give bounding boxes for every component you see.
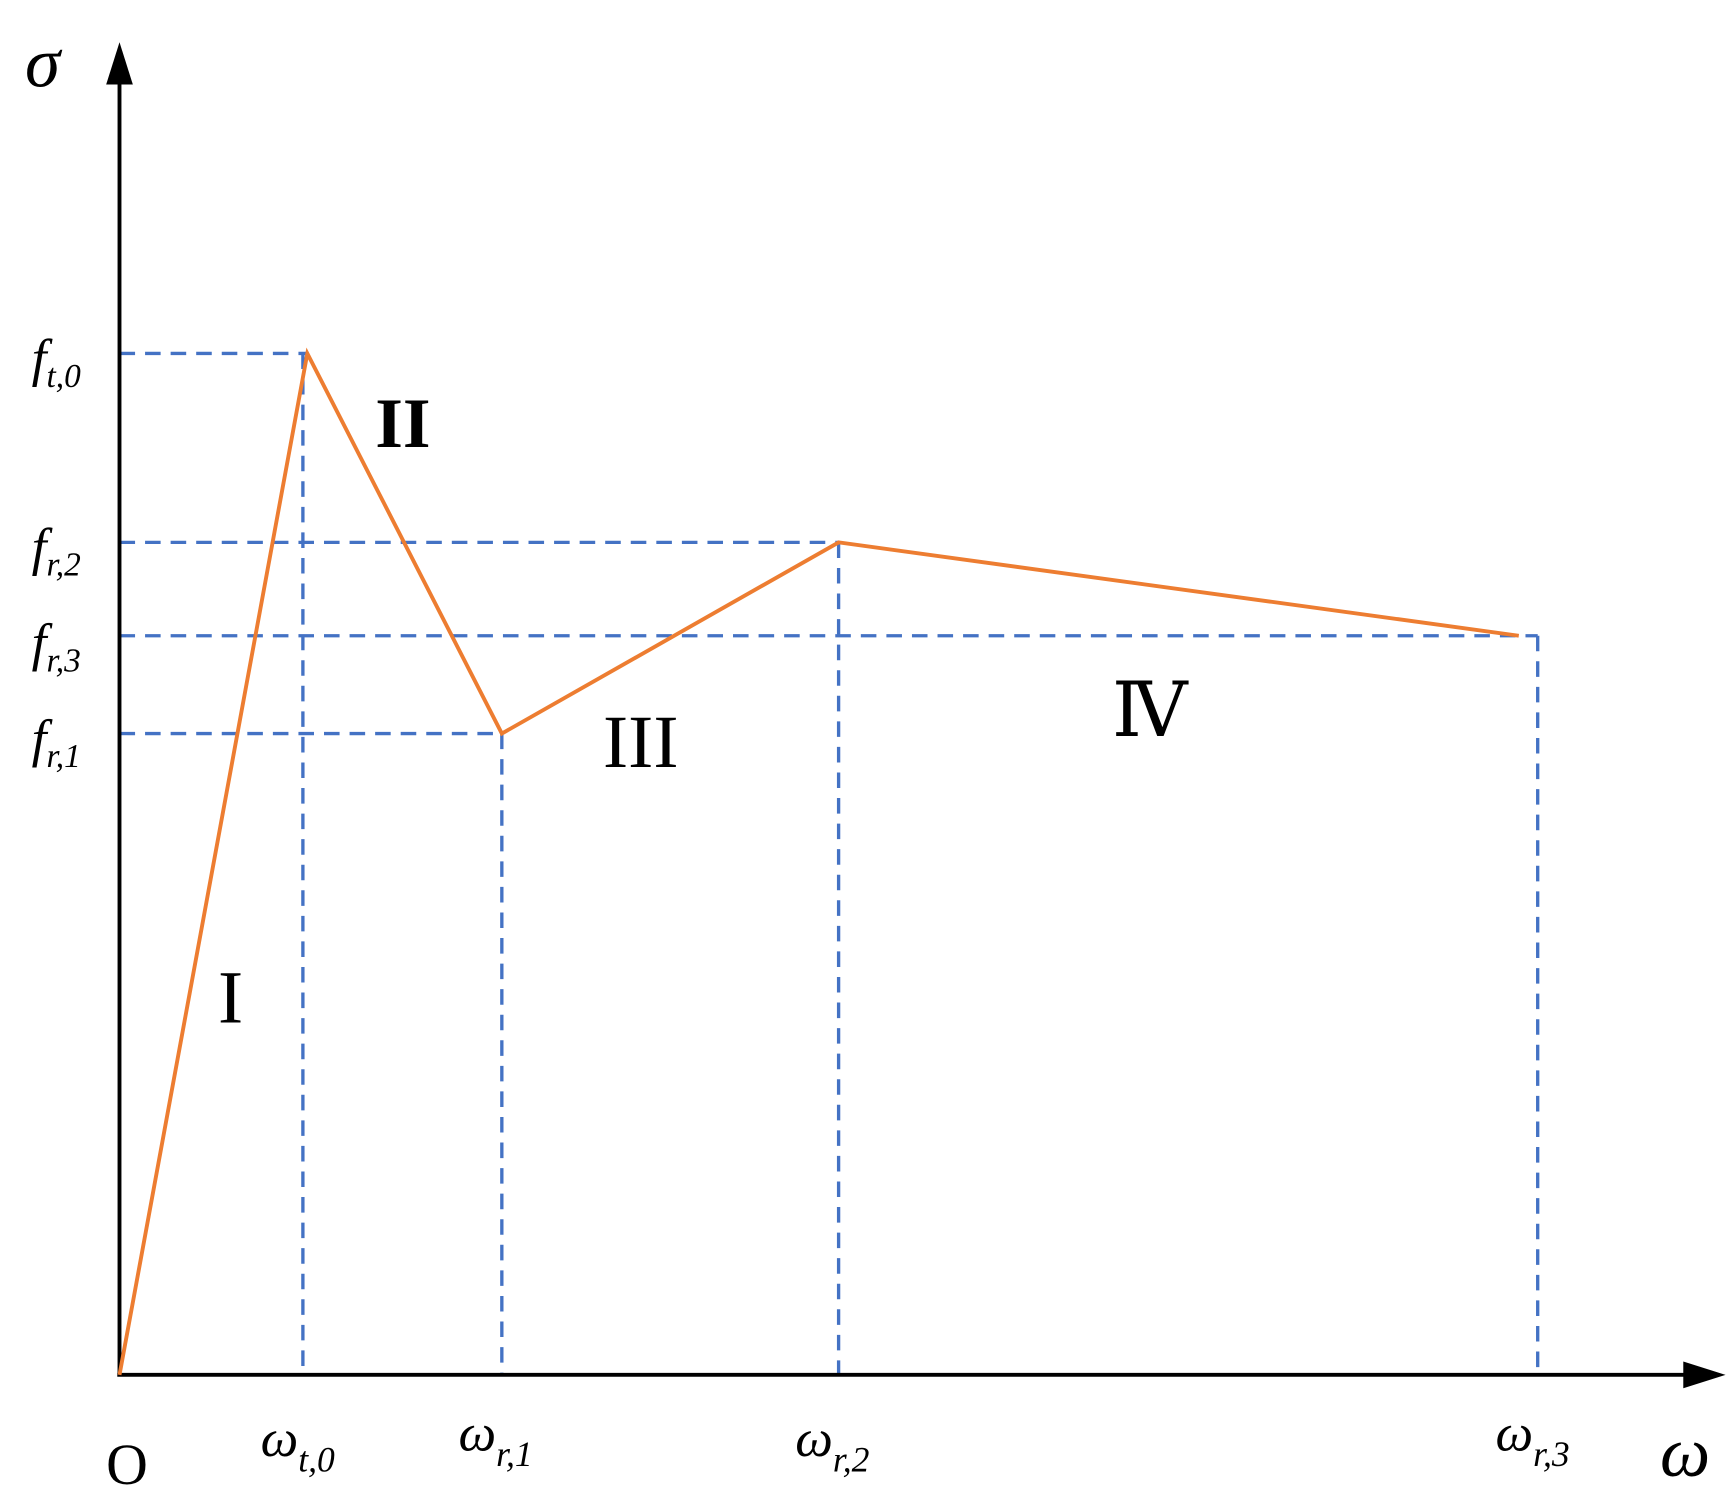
x-tick-label: ωr,3 — [1495, 1402, 1569, 1474]
x-axis-label: ω — [1660, 1414, 1710, 1492]
tick-base: ω — [1495, 1402, 1533, 1462]
tick-sub: r,2 — [833, 1440, 870, 1480]
x-tick-label: ωr,2 — [795, 1408, 869, 1480]
x-tick-label: ωr,1 — [458, 1402, 532, 1474]
y-tick-label: fr,1 — [32, 708, 81, 775]
x-tick-label: ωt,0 — [261, 1408, 335, 1480]
region-label: II — [375, 385, 430, 463]
tick-base: ω — [261, 1408, 299, 1468]
y-tick-label: ft,0 — [32, 328, 81, 395]
tick-sub: t,0 — [47, 358, 82, 395]
y-axis-label: σ — [25, 25, 63, 103]
tick-sub: t,0 — [298, 1440, 335, 1480]
tick-sub: r,1 — [47, 738, 81, 775]
guide-lines — [119, 351, 1540, 1375]
region-label: Ⅳ — [1112, 670, 1189, 753]
tick-sub: r,3 — [1533, 1434, 1570, 1474]
y-tick-label: fr,2 — [32, 517, 81, 584]
origin-label: O — [106, 1433, 148, 1497]
x-axis-arrow — [1683, 1361, 1726, 1389]
tick-base: ω — [458, 1402, 496, 1462]
y-axis-arrow — [106, 42, 133, 85]
tick-sub: r,3 — [47, 642, 81, 679]
region-label: III — [603, 701, 679, 784]
stress-curve — [117, 347, 1520, 1376]
y-tick-label: fr,3 — [32, 612, 81, 679]
tick-base: ω — [795, 1408, 833, 1468]
tick-sub: r,2 — [47, 547, 81, 584]
region-label: I — [218, 957, 243, 1040]
tick-sub: r,1 — [496, 1434, 533, 1474]
